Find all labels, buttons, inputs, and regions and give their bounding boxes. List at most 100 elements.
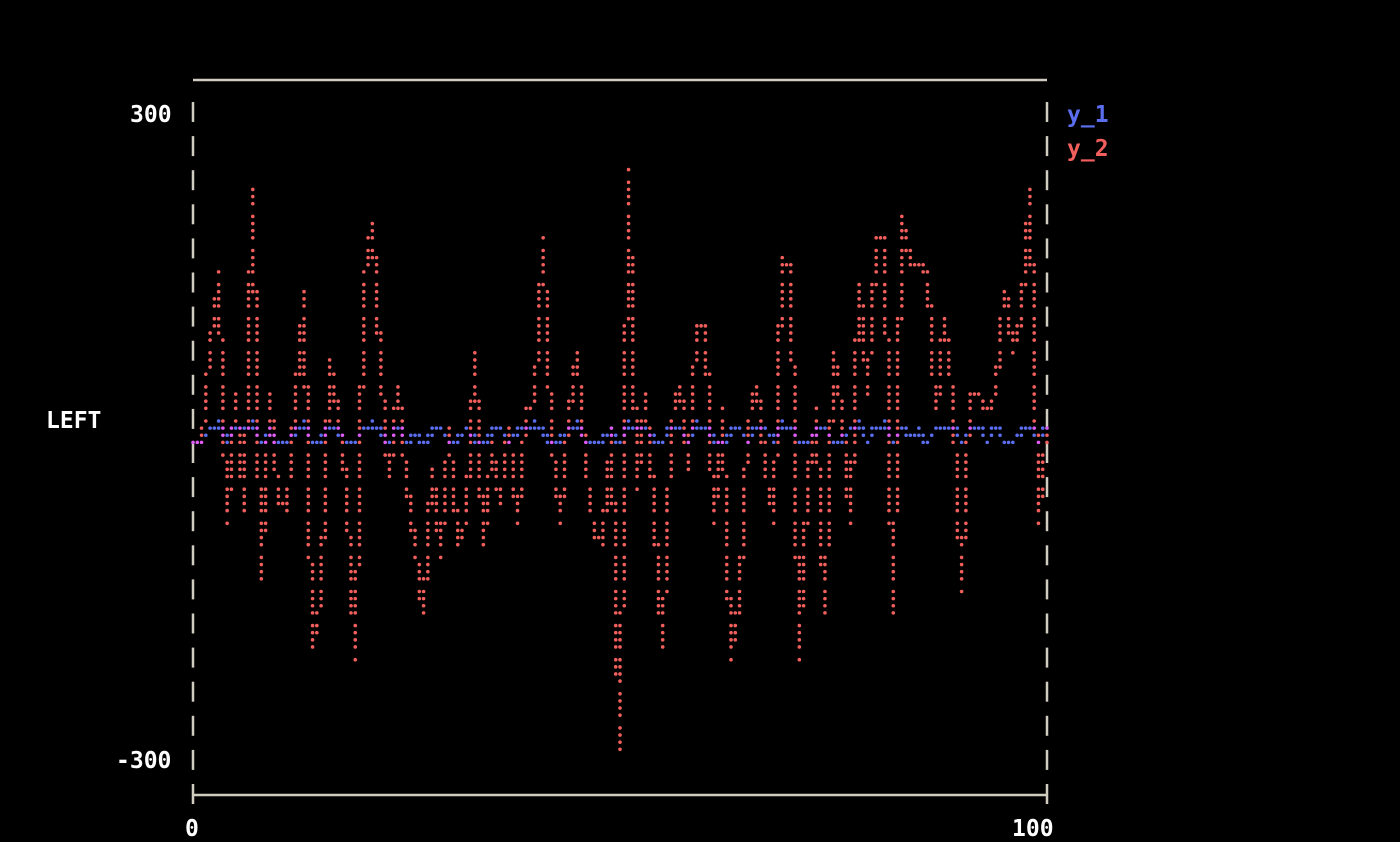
y1-point <box>554 440 558 445</box>
y2-point <box>293 385 298 389</box>
y2-point <box>511 494 516 499</box>
y1-point <box>413 433 417 438</box>
y2-point <box>857 289 861 294</box>
y2-point <box>246 419 251 423</box>
y2-point <box>938 385 943 389</box>
y2-point <box>272 426 276 430</box>
y1-point <box>981 426 985 430</box>
y2-point <box>938 365 943 369</box>
y2-point <box>340 460 345 465</box>
y2-point <box>225 467 229 472</box>
y2-point <box>793 535 797 540</box>
y2-point <box>357 419 362 423</box>
y2-point <box>524 406 528 411</box>
y2-point <box>507 426 511 430</box>
y2-point <box>742 474 746 479</box>
y1-point <box>665 433 669 438</box>
y2-point <box>686 453 691 457</box>
y1-point <box>900 426 904 430</box>
y2-point <box>451 501 456 506</box>
y2-point <box>904 248 908 253</box>
y1-point <box>784 426 789 430</box>
y2-point <box>900 235 904 240</box>
y1-point <box>917 433 921 438</box>
y2-point <box>528 406 533 411</box>
y2-point <box>293 399 298 403</box>
y2-point <box>895 406 900 411</box>
y2-point <box>818 467 823 472</box>
y2-point <box>430 501 434 506</box>
y2-point <box>814 440 819 445</box>
y2-point <box>767 501 772 506</box>
y2-point <box>605 501 609 506</box>
y2-point <box>451 460 456 465</box>
y2-point <box>255 385 259 389</box>
y2-point <box>537 358 541 362</box>
y2-point <box>255 331 259 335</box>
y2-point <box>673 399 678 403</box>
y2-point <box>332 392 336 396</box>
y2-point <box>319 562 323 567</box>
y1-point <box>374 426 379 430</box>
y2-point <box>455 521 460 526</box>
y2-point <box>801 528 806 533</box>
y2-point <box>737 569 742 574</box>
y2-point <box>806 460 810 465</box>
y2-point <box>626 180 631 185</box>
y2-point <box>430 487 434 492</box>
y2-point <box>349 555 353 560</box>
y2-point <box>374 282 379 287</box>
y1-point <box>408 433 413 438</box>
y2-point <box>545 289 550 294</box>
y2-point <box>618 733 622 737</box>
y2-point <box>1002 289 1007 294</box>
y1-point <box>891 440 896 445</box>
overlap-point <box>195 440 200 445</box>
y2-point <box>746 433 750 438</box>
y2-point <box>626 282 631 287</box>
y2-point <box>618 740 622 744</box>
y1-point <box>771 433 776 438</box>
y2-point <box>204 406 208 411</box>
overlap-point <box>221 433 225 438</box>
y2-point <box>631 297 635 301</box>
y2-point <box>716 474 721 479</box>
y2-point <box>379 351 383 355</box>
y2-point <box>707 419 712 423</box>
y2-point <box>882 270 887 274</box>
y2-point <box>1040 487 1045 492</box>
y2-point <box>289 474 294 479</box>
y2-point <box>579 399 584 403</box>
y2-point <box>648 453 652 457</box>
y2-point <box>302 385 306 389</box>
y2-point <box>665 542 669 547</box>
y2-point <box>789 316 793 321</box>
y2-point <box>221 392 225 396</box>
y2-point <box>259 494 264 499</box>
y2-point <box>250 255 255 260</box>
y2-point <box>263 467 268 472</box>
overlap-point <box>221 426 225 430</box>
y2-point <box>417 562 422 567</box>
y2-point <box>494 460 498 465</box>
y2-point <box>327 385 332 389</box>
y1-point <box>1011 440 1015 445</box>
y2-point <box>857 297 861 301</box>
y2-point <box>801 542 806 547</box>
y2-point <box>613 672 618 676</box>
y2-point <box>545 351 550 355</box>
y2-point <box>255 297 259 301</box>
y2-point <box>797 562 802 567</box>
y2-point <box>635 453 639 457</box>
y2-point <box>502 467 507 472</box>
y2-point <box>434 528 439 533</box>
y1-point <box>216 426 221 430</box>
y2-point <box>998 365 1002 369</box>
y2-point <box>895 392 900 396</box>
y1-point <box>870 433 874 438</box>
y1-point <box>344 440 349 445</box>
y2-point <box>1006 297 1011 301</box>
y2-point <box>468 426 473 430</box>
y2-point <box>631 406 635 411</box>
y2-point <box>362 385 366 389</box>
